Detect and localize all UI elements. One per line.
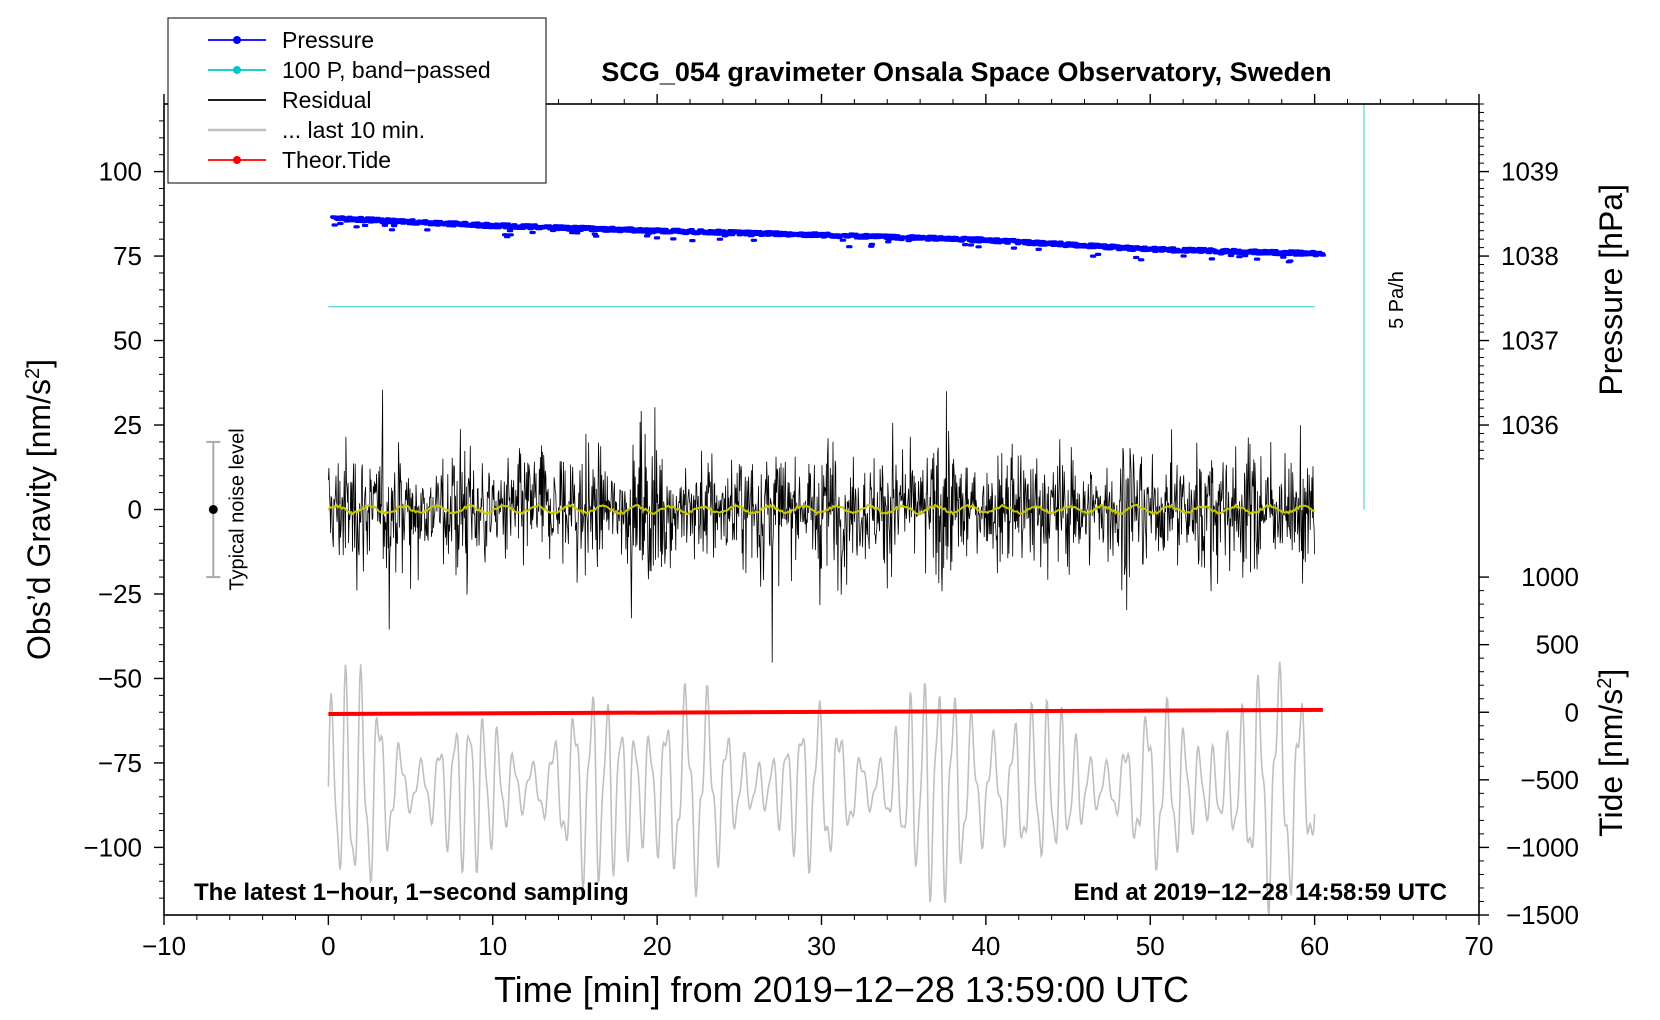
- y-tick-label: −50: [98, 663, 142, 693]
- y-axis-label-gravity: Obs’d Gravity [nm/s2]: [21, 359, 57, 660]
- pressure-tick-label: 1037: [1501, 326, 1559, 356]
- y-axis-label-tide-end: ]: [1593, 669, 1629, 678]
- x-tick-label: 40: [971, 931, 1000, 961]
- y-axis-label-tide: Tide [nm/s2]: [1593, 669, 1629, 837]
- y-axis-label-tide-sup: 2: [1594, 678, 1616, 689]
- y-tick-label: 50: [113, 326, 142, 356]
- y-tick-label: 75: [113, 241, 142, 271]
- residual-trace: [328, 389, 1315, 663]
- y-axis-label-gravity-sup: 2: [22, 368, 44, 379]
- tide-tick-label: 1000: [1521, 562, 1579, 592]
- legend-label: Pressure: [282, 27, 374, 53]
- noise-center-dot: [208, 505, 218, 514]
- last-10-min-trace: [327, 661, 1316, 916]
- last-10-min-layer: [327, 661, 1316, 916]
- x-tick-label: 50: [1136, 931, 1165, 961]
- axis-ticks: −10 0 10 20 30 40 50 60 70−100−75−50−25025507510…: [83, 94, 1579, 961]
- x-tick-label: 20: [643, 931, 672, 961]
- tide-tick-label: −1000: [1506, 832, 1579, 862]
- legend-label: Theor.Tide: [282, 147, 391, 173]
- smoothed-residual-layer: [327, 503, 1323, 716]
- tide-tick-label: 500: [1536, 630, 1579, 660]
- x-tick-label: 0: [321, 931, 335, 961]
- annotation-end-time: End at 2019−12−28 14:58:59 UTC: [1073, 879, 1447, 906]
- theoretical-tide-line: [328, 707, 1323, 716]
- x-tick-label: 70: [1465, 931, 1494, 961]
- smoothed-residual-trace: [327, 503, 1316, 516]
- y-tick-label: 0: [128, 495, 142, 525]
- legend-marker: [233, 36, 241, 44]
- annotation-sampling: The latest 1−hour, 1−second sampling: [194, 879, 629, 906]
- x-axis-label: Time [min] from 2019−12−28 13:59:00 UTC: [494, 969, 1189, 1010]
- y-axis-label-gravity-text: Obs’d Gravity [nm/s: [21, 379, 57, 660]
- rate-bar-label: 5 Pa/h: [1386, 271, 1408, 329]
- x-tick-label: 10: [478, 931, 507, 961]
- legend-marker: [233, 156, 241, 164]
- pressure-tick-label: 1036: [1501, 410, 1559, 440]
- pressure-tick-label: 1038: [1501, 241, 1559, 271]
- legend-marker: [233, 66, 241, 74]
- y-axis-label-pressure: Pressure [hPa]: [1593, 184, 1629, 396]
- tide-tick-label: 0: [1565, 697, 1579, 727]
- y-tick-label: 25: [113, 410, 142, 440]
- legend-label: 100 P, band−passed: [282, 57, 491, 83]
- y-axis-label-tide-text: Tide [nm/s: [1593, 689, 1629, 837]
- legend-label: ... last 10 min.: [282, 117, 425, 143]
- y-tick-label: −75: [98, 748, 142, 778]
- chart-title: SCG_054 gravimeter Onsala Space Observat…: [601, 57, 1331, 87]
- tide-tick-label: −1500: [1506, 900, 1579, 930]
- pressure-layer: [330, 215, 1326, 264]
- noise-level-indicator: [206, 440, 221, 579]
- x-tick-label: 60: [1300, 931, 1329, 961]
- legend-label: Residual: [282, 87, 372, 113]
- y-tick-label: 100: [99, 157, 142, 187]
- y-tick-label: −25: [98, 579, 142, 609]
- y-tick-label: −100: [83, 832, 142, 862]
- x-tick-label: 30: [807, 931, 836, 961]
- x-tick-label: −10: [142, 931, 186, 961]
- legend: Pressure 100 P, band−passed Residual ... la…: [167, 17, 547, 184]
- pressure-tick-label: 1039: [1501, 157, 1559, 187]
- residual-layer: [328, 389, 1315, 663]
- y-axis-label-gravity-end: ]: [21, 359, 57, 368]
- noise-level-label: Typical noise level: [226, 428, 248, 590]
- reference-lines-layer: [328, 104, 1365, 510]
- tide-tick-label: −500: [1520, 765, 1579, 795]
- pressure-trace: [330, 215, 1326, 264]
